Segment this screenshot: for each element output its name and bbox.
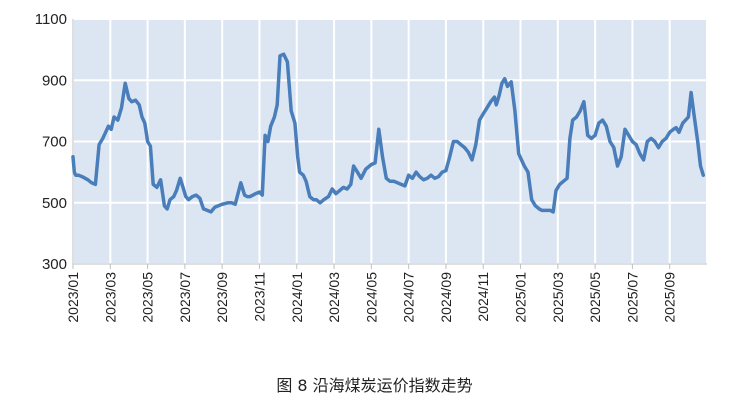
x-tick-label: 2023/03 bbox=[102, 272, 118, 323]
x-tick-label: 2023/07 bbox=[177, 272, 193, 323]
x-tick-label: 2024/01 bbox=[289, 272, 305, 323]
x-tick-label: 2023/01 bbox=[65, 272, 81, 323]
x-tick-label: 2024/03 bbox=[326, 272, 342, 323]
figure-caption: 图 8 沿海煤炭运价指数走势 bbox=[276, 376, 473, 395]
axes bbox=[72, 19, 707, 265]
x-tick-label: 2025/03 bbox=[550, 272, 566, 323]
y-tick-label: 500 bbox=[42, 195, 67, 212]
x-tick-label: 2024/11 bbox=[475, 272, 491, 322]
x-tick-label: 2024/05 bbox=[363, 272, 379, 323]
x-tick-label: 2023/09 bbox=[214, 272, 230, 323]
y-tick-label: 900 bbox=[42, 72, 67, 89]
x-tick-label: 2025/07 bbox=[624, 272, 640, 323]
y-tick-label: 700 bbox=[42, 134, 67, 151]
x-tick-label: 2025/09 bbox=[662, 272, 678, 323]
series-line bbox=[71, 52, 706, 214]
y-axis-ticks: 300 500 700 900 1100 bbox=[35, 11, 67, 273]
x-tick-label: 2023/11 bbox=[251, 272, 267, 322]
x-axis-ticks: 2023/01 2023/03 2023/05 2023/07 2023/09 2023/… bbox=[65, 264, 678, 323]
x-tick-label: 2024/07 bbox=[401, 272, 417, 323]
x-tick-label: 2025/01 bbox=[513, 272, 529, 323]
x-tick-label: 2023/05 bbox=[140, 272, 156, 323]
x-tick-label: 2024/09 bbox=[438, 272, 454, 323]
x-tick-label: 2025/05 bbox=[587, 272, 603, 323]
y-tick-label: 300 bbox=[42, 256, 67, 273]
series-group bbox=[71, 52, 706, 214]
y-tick-label: 1100 bbox=[35, 11, 67, 28]
